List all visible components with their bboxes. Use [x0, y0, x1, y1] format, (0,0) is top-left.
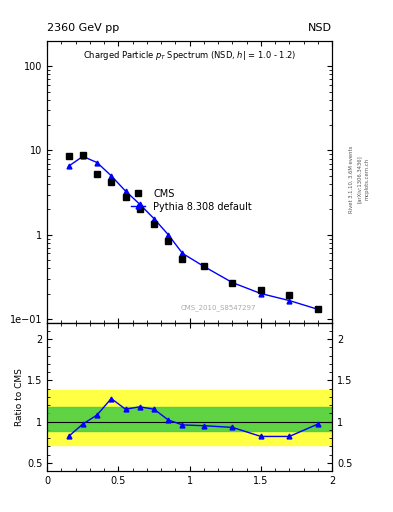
Pythia 8.308 default: [66, 163, 71, 169]
Y-axis label: Ratio to CMS: Ratio to CMS: [15, 368, 24, 426]
Pythia 8.308 default: [166, 231, 171, 238]
Legend: CMS, Pythia 8.308 default: CMS, Pythia 8.308 default: [127, 185, 256, 216]
CMS: [109, 179, 114, 185]
Pythia 8.308 default: [152, 216, 156, 222]
Bar: [47, 407, 332, 432]
Line: CMS: CMS: [65, 152, 321, 312]
CMS: [123, 194, 128, 200]
CMS: [166, 238, 171, 244]
CMS: [81, 152, 85, 158]
Text: CMS_2010_S8547297: CMS_2010_S8547297: [180, 305, 256, 311]
Pythia 8.308 default: [287, 297, 292, 304]
Pythia 8.308 default: [123, 188, 128, 194]
CMS: [230, 280, 235, 286]
Text: mcplots.cern.ch: mcplots.cern.ch: [365, 158, 370, 200]
CMS: [180, 255, 185, 262]
CMS: [202, 263, 206, 269]
Pythia 8.308 default: [202, 263, 206, 269]
Text: Charged Particle $p_T$ Spectrum (NSD, $h|$ = 1.0 - 1.2): Charged Particle $p_T$ Spectrum (NSD, $h…: [83, 50, 296, 62]
Pythia 8.308 default: [109, 173, 114, 179]
Bar: [47, 390, 332, 445]
CMS: [66, 154, 71, 160]
CMS: [287, 292, 292, 298]
Line: Pythia 8.308 default: Pythia 8.308 default: [66, 154, 320, 312]
Text: Rivet 3.1.10, 3.6M events: Rivet 3.1.10, 3.6M events: [349, 145, 354, 213]
Pythia 8.308 default: [95, 159, 99, 165]
Pythia 8.308 default: [316, 306, 320, 312]
CMS: [316, 306, 320, 312]
Pythia 8.308 default: [138, 201, 142, 207]
Pythia 8.308 default: [81, 154, 85, 160]
Pythia 8.308 default: [259, 290, 263, 296]
Text: NSD: NSD: [308, 23, 332, 33]
Pythia 8.308 default: [230, 280, 235, 286]
CMS: [138, 206, 142, 212]
Text: 2360 GeV pp: 2360 GeV pp: [47, 23, 119, 33]
CMS: [95, 172, 99, 178]
Text: [arXiv:1306.3436]: [arXiv:1306.3436]: [357, 155, 362, 203]
CMS: [152, 221, 156, 227]
CMS: [259, 287, 263, 293]
Pythia 8.308 default: [180, 250, 185, 257]
